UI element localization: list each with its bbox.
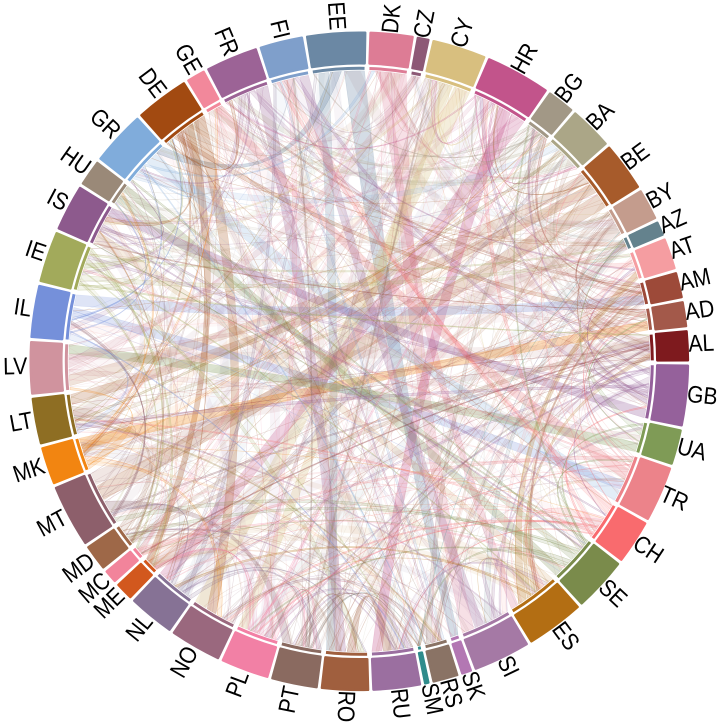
svg-text:IL: IL xyxy=(12,293,34,322)
svg-text:DK: DK xyxy=(377,3,407,35)
svg-text:SM: SM xyxy=(415,681,448,718)
svg-text:EE: EE xyxy=(322,1,351,31)
svg-text:LT: LT xyxy=(7,407,35,438)
svg-text:AL: AL xyxy=(688,330,715,358)
svg-text:RO: RO xyxy=(332,690,360,723)
svg-text:CZ: CZ xyxy=(409,8,441,41)
svg-text:GB: GB xyxy=(686,381,719,411)
svg-text:PT: PT xyxy=(274,683,306,715)
svg-text:RU: RU xyxy=(385,687,415,720)
svg-text:LV: LV xyxy=(3,353,28,380)
svg-text:AD: AD xyxy=(683,295,716,326)
